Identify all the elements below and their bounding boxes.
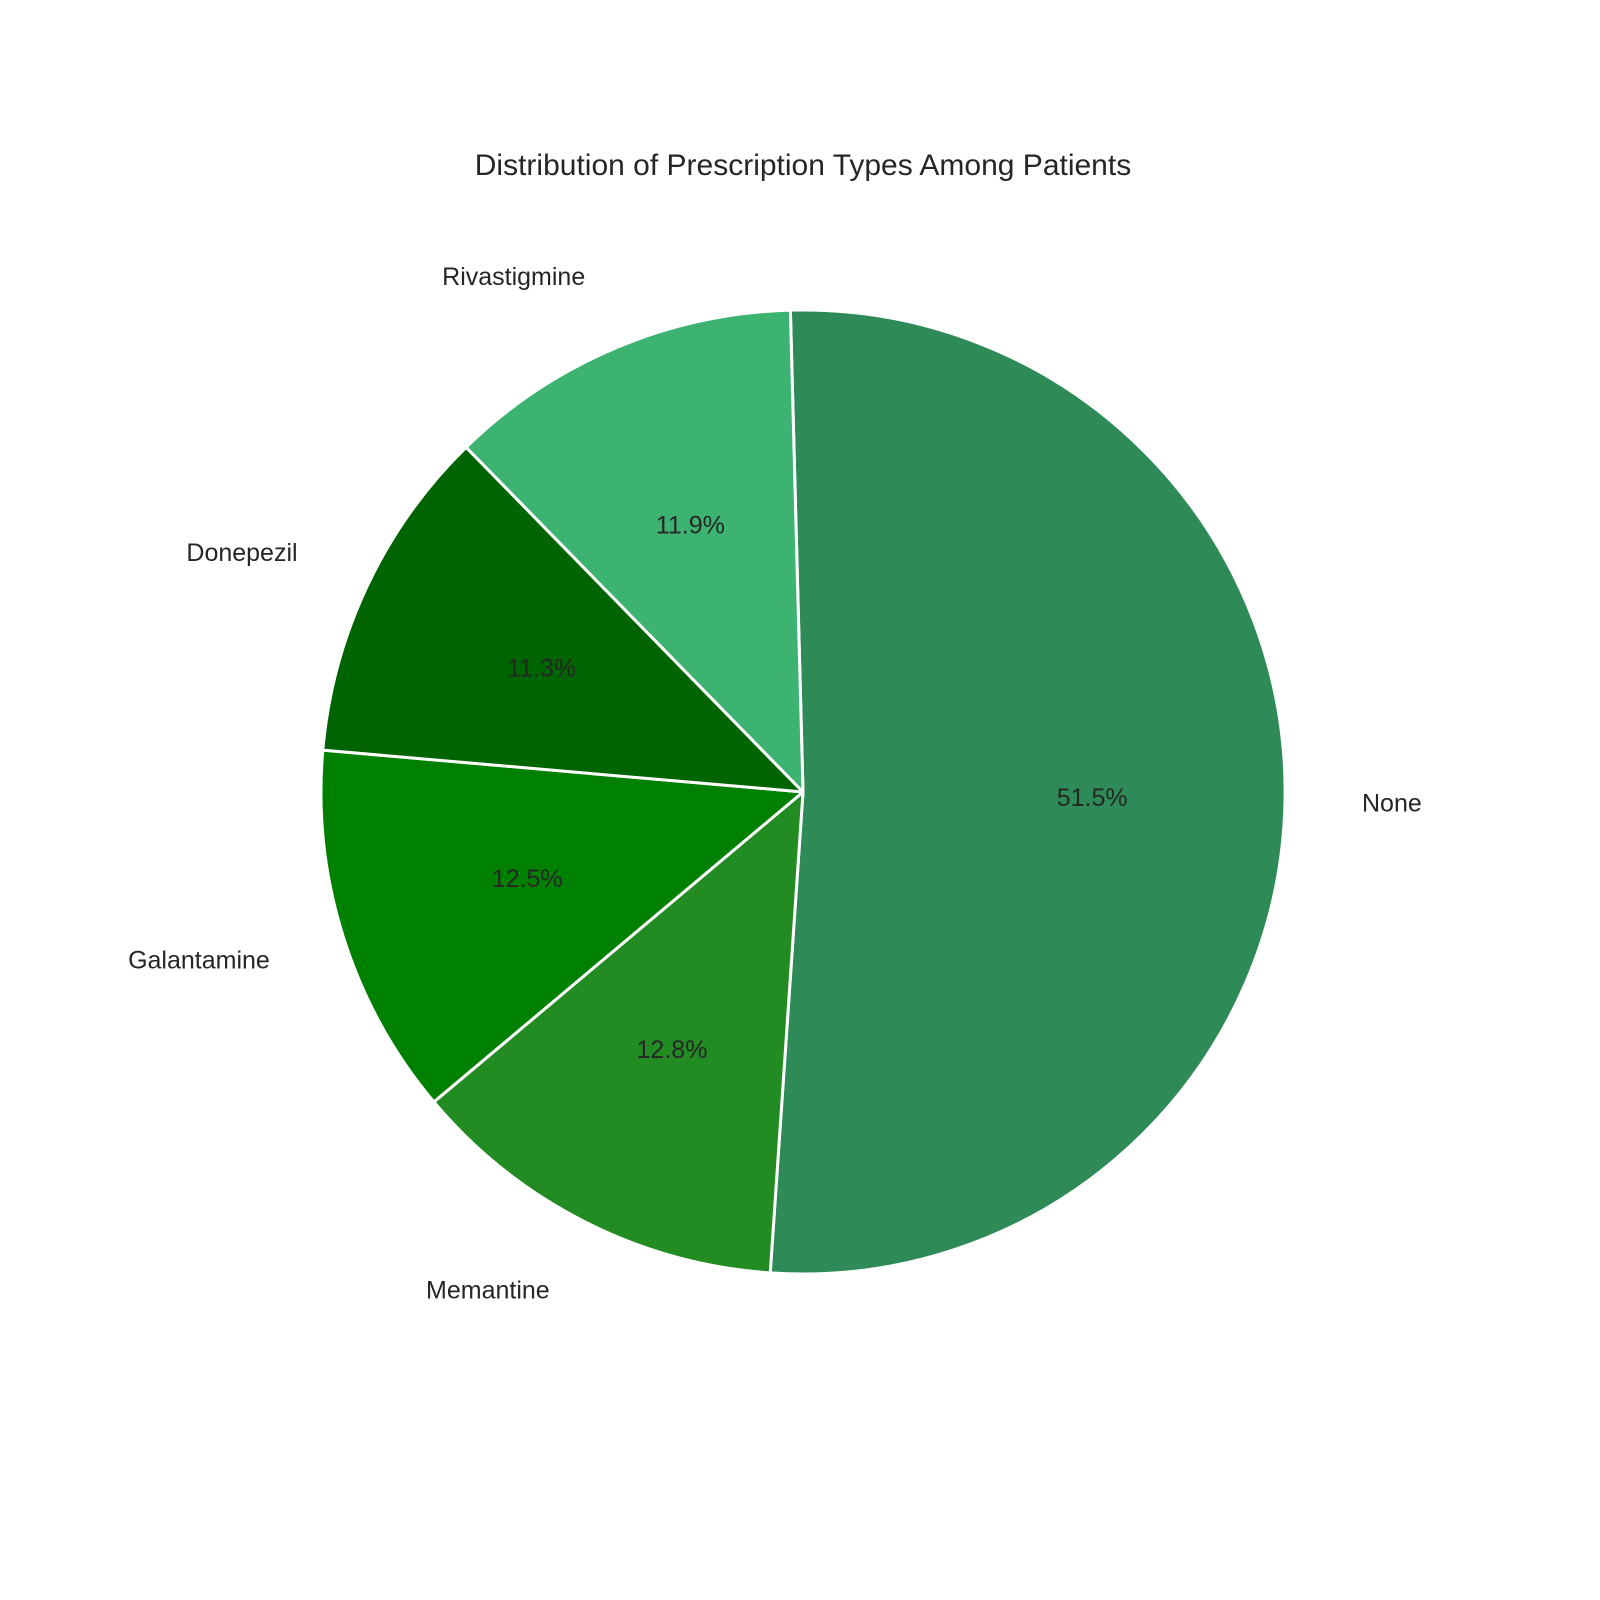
slice-percent-memantine: 12.8%: [637, 1036, 708, 1064]
slice-label-rivastigmine: Rivastigmine: [442, 263, 585, 291]
pie-slice-rivastigmine: [464, 308, 805, 794]
slice-percent-donepezil: 11.3%: [507, 654, 576, 682]
pie-slice-donepezil: [321, 445, 805, 794]
chart-title: Distribution of Prescription Types Among…: [475, 149, 1131, 182]
pie-slice-galantamine: [319, 748, 805, 1104]
slice-label-donepezil: Donepezil: [186, 539, 297, 567]
pie-slice-memantine: [432, 790, 805, 1275]
slice-label-none: None: [1362, 790, 1422, 818]
slice-label-galantamine: Galantamine: [128, 946, 270, 974]
slice-percent-rivastigmine: 11.9%: [656, 512, 725, 540]
labels-group: None 51.5% Memantine 12.8% Galantamine 12.5% D…: [128, 263, 1422, 1304]
slice-percent-galantamine: 12.5%: [492, 865, 563, 893]
slice-percent-none: 51.5%: [1057, 784, 1128, 812]
slice-label-memantine: Memantine: [426, 1276, 550, 1304]
slices-group: [319, 308, 1287, 1276]
pie-slice-none: [768, 308, 1287, 1276]
